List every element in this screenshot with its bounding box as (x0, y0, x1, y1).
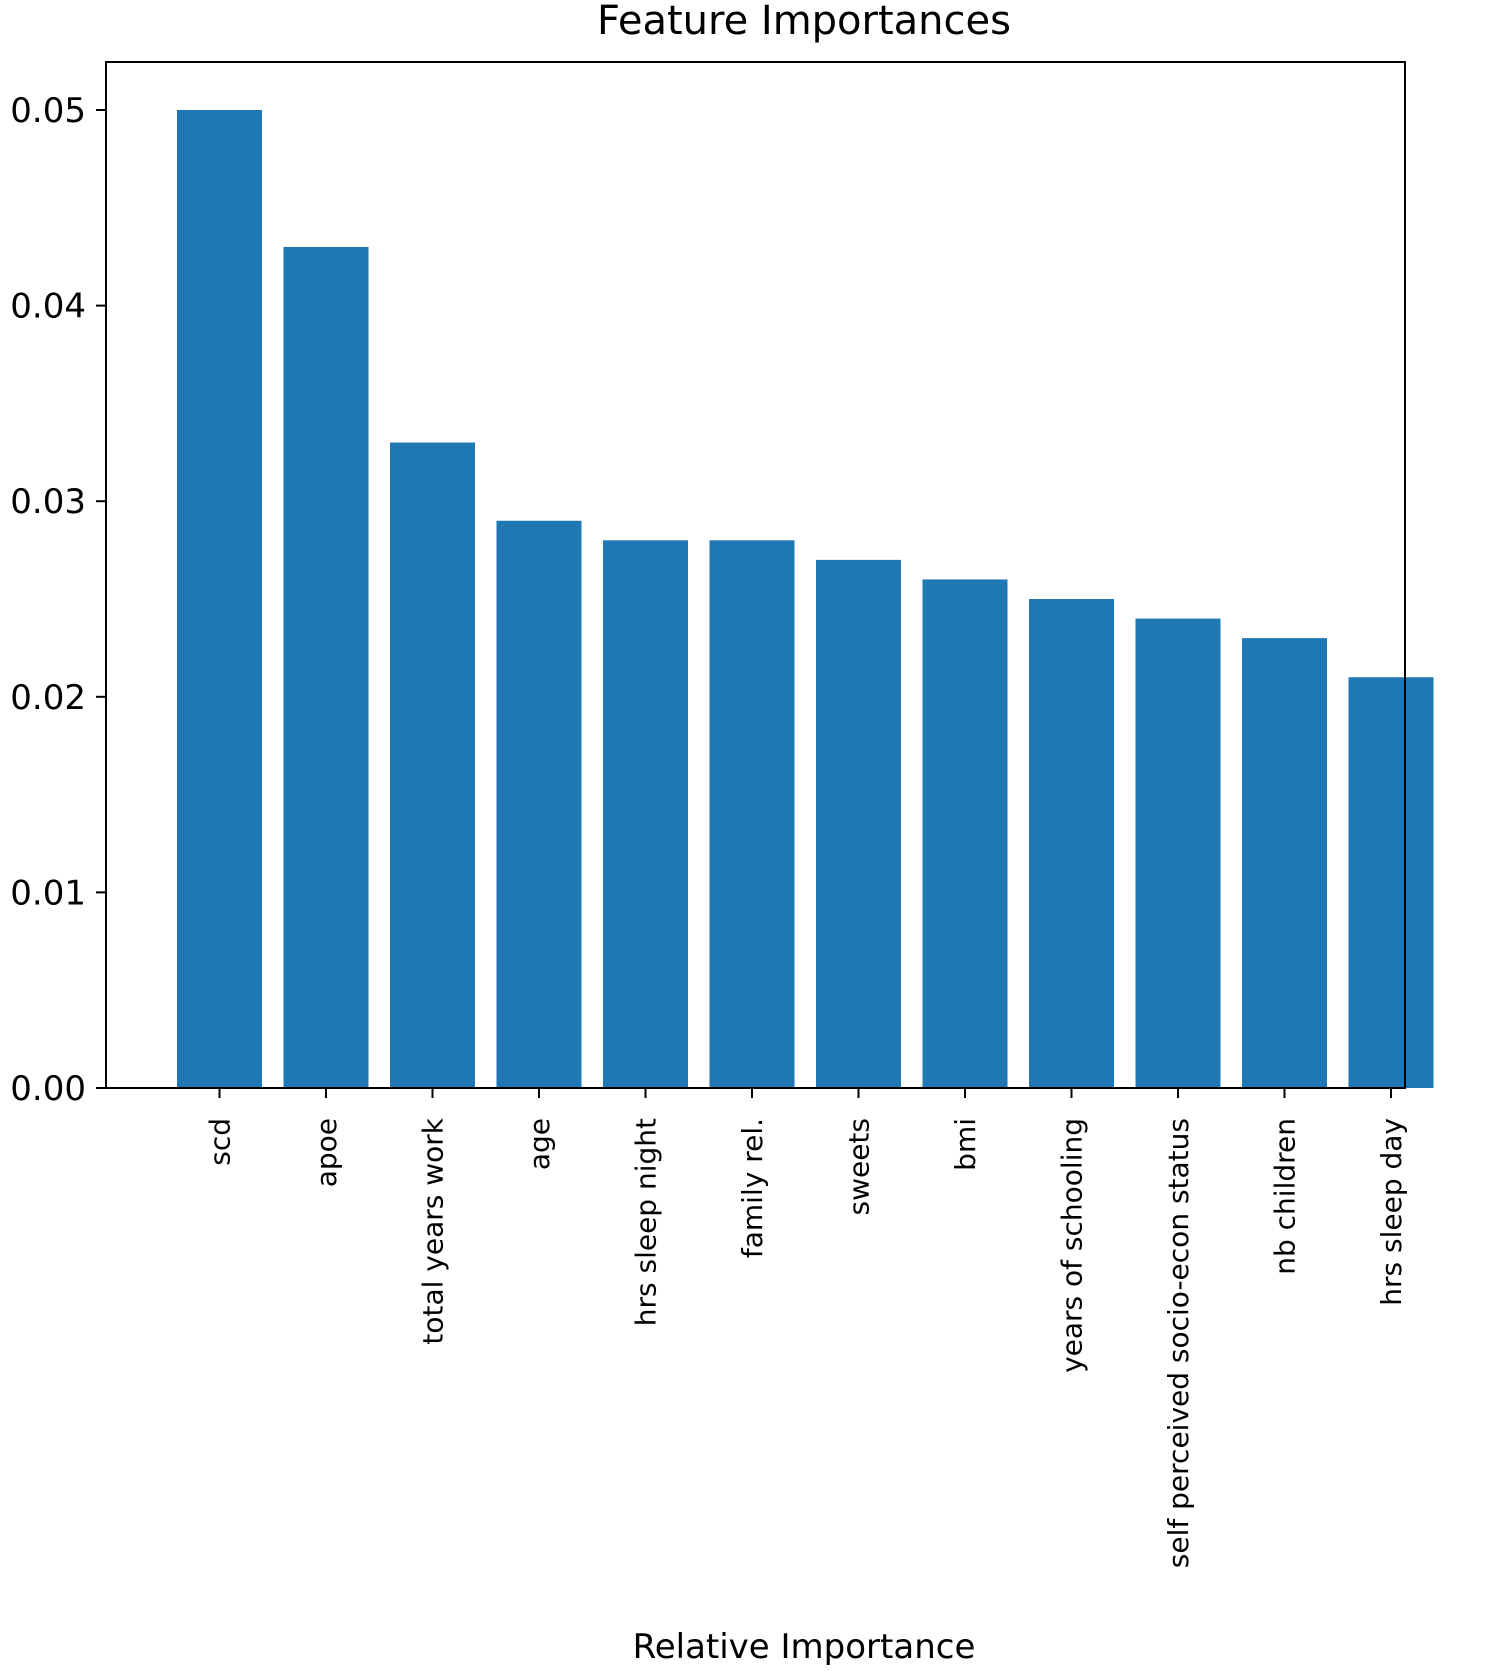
chart-title: Feature Importances (597, 0, 1011, 44)
bar-sweets (816, 559, 901, 1088)
bar-age (496, 520, 582, 1088)
x-tick-label: bmi (949, 1118, 982, 1171)
x-tick-label: apoe (310, 1118, 343, 1187)
x-tick-label: hrs sleep day (1375, 1118, 1408, 1306)
x-tick-label: sweets (843, 1118, 876, 1216)
y-axis-ticks: 0.00 0.01 0.02 0.03 0.04 0.05 (10, 91, 106, 1109)
bar-scd (177, 110, 262, 1088)
x-tick-label: self perceived socio-econ status (1162, 1118, 1195, 1568)
x-tick-label: nb children (1269, 1118, 1302, 1275)
bar-hrs-sleep-day (1348, 677, 1434, 1088)
x-tick-label: age (523, 1118, 556, 1170)
y-tick-label: 0.01 (10, 873, 86, 913)
x-axis-ticks: scd apoe total years work age hrs sleep nigh… (204, 1088, 1408, 1568)
bar-hrs-sleep-night (603, 540, 688, 1088)
bar-self-perceived-socio-econ-status (1135, 618, 1221, 1088)
bars-group (177, 110, 1434, 1089)
y-tick-label: 0.00 (10, 1069, 86, 1109)
x-tick-label: hrs sleep night (630, 1118, 663, 1326)
y-tick-label: 0.03 (10, 482, 86, 522)
bar-total-years-work (390, 442, 475, 1088)
x-tick-label: years of schooling (1056, 1118, 1089, 1373)
y-tick-label: 0.02 (10, 678, 86, 718)
plot-frame (105, 61, 1406, 1089)
x-tick-label: scd (204, 1118, 237, 1166)
y-tick-label: 0.04 (10, 287, 86, 327)
x-tick-label: family rel. (736, 1118, 769, 1258)
bar-apoe (283, 246, 369, 1089)
x-tick-label: total years work (417, 1117, 450, 1344)
y-tick-label: 0.05 (10, 91, 86, 131)
bar-bmi (922, 579, 1008, 1088)
x-axis-label: Relative Importance (633, 1627, 976, 1667)
bar-nb-children (1242, 638, 1327, 1088)
bar-years-of-schooling (1029, 599, 1114, 1088)
bar-family-rel- (709, 540, 795, 1088)
